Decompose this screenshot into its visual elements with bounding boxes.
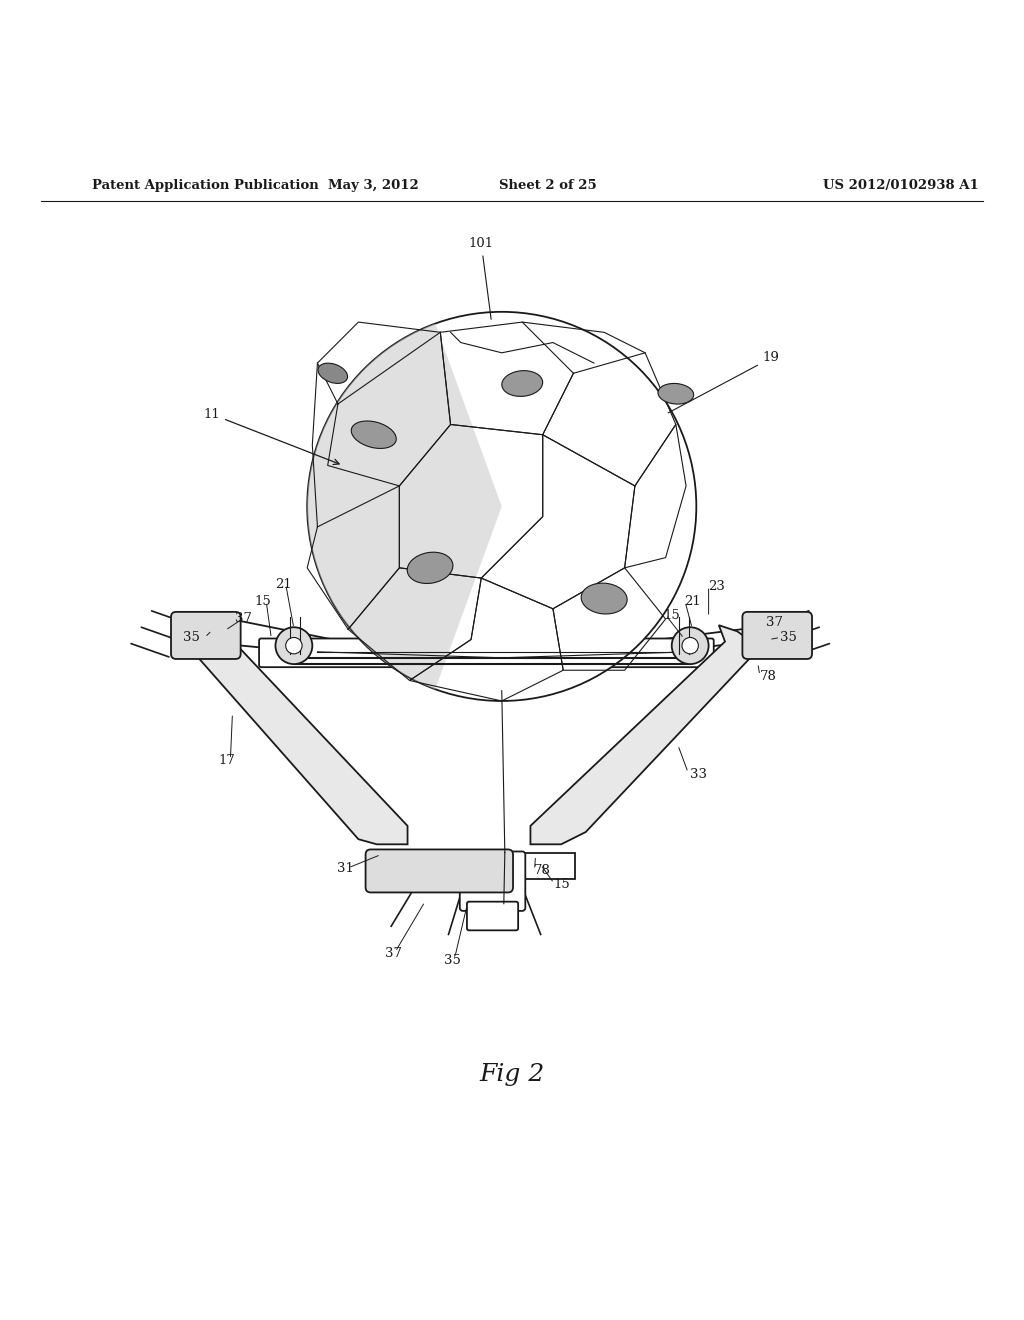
Text: 15: 15 bbox=[664, 610, 680, 623]
Polygon shape bbox=[200, 616, 766, 656]
Text: Sheet 2 of 25: Sheet 2 of 25 bbox=[499, 180, 597, 193]
Text: 31: 31 bbox=[337, 862, 353, 875]
FancyBboxPatch shape bbox=[467, 902, 518, 931]
Text: 101: 101 bbox=[469, 238, 494, 319]
Text: Fig 2: Fig 2 bbox=[479, 1063, 545, 1086]
Text: 21: 21 bbox=[684, 595, 700, 609]
Polygon shape bbox=[369, 853, 575, 879]
Text: 23: 23 bbox=[709, 579, 725, 593]
FancyBboxPatch shape bbox=[460, 851, 525, 911]
Polygon shape bbox=[530, 626, 760, 845]
Text: 35: 35 bbox=[444, 953, 461, 966]
Ellipse shape bbox=[408, 552, 453, 583]
Ellipse shape bbox=[658, 383, 693, 404]
Text: 35: 35 bbox=[780, 631, 797, 644]
Polygon shape bbox=[189, 626, 408, 845]
Text: 78: 78 bbox=[760, 669, 776, 682]
Ellipse shape bbox=[582, 583, 627, 614]
Text: 17: 17 bbox=[219, 754, 236, 767]
Circle shape bbox=[672, 627, 709, 664]
FancyBboxPatch shape bbox=[259, 639, 714, 667]
Text: 33: 33 bbox=[690, 768, 708, 781]
Text: 35: 35 bbox=[183, 631, 200, 644]
Ellipse shape bbox=[318, 363, 347, 383]
Text: 37: 37 bbox=[236, 611, 252, 624]
Ellipse shape bbox=[502, 371, 543, 396]
Circle shape bbox=[286, 638, 302, 653]
Text: 15: 15 bbox=[553, 878, 569, 891]
FancyBboxPatch shape bbox=[366, 850, 513, 892]
Text: 19: 19 bbox=[668, 351, 779, 413]
Text: 37: 37 bbox=[385, 948, 401, 961]
Text: May 3, 2012: May 3, 2012 bbox=[329, 180, 419, 193]
Wedge shape bbox=[307, 323, 502, 689]
Ellipse shape bbox=[351, 421, 396, 449]
FancyBboxPatch shape bbox=[742, 612, 812, 659]
Text: 11: 11 bbox=[204, 408, 339, 465]
Text: 21: 21 bbox=[275, 578, 292, 591]
Text: 78: 78 bbox=[534, 865, 550, 878]
Text: Patent Application Publication: Patent Application Publication bbox=[92, 180, 318, 193]
Text: 15: 15 bbox=[255, 595, 271, 609]
FancyBboxPatch shape bbox=[171, 612, 241, 659]
Circle shape bbox=[682, 638, 698, 653]
Text: US 2012/0102938 A1: US 2012/0102938 A1 bbox=[823, 180, 979, 193]
Circle shape bbox=[307, 312, 696, 701]
Text: 37: 37 bbox=[766, 615, 783, 628]
Circle shape bbox=[275, 627, 312, 664]
